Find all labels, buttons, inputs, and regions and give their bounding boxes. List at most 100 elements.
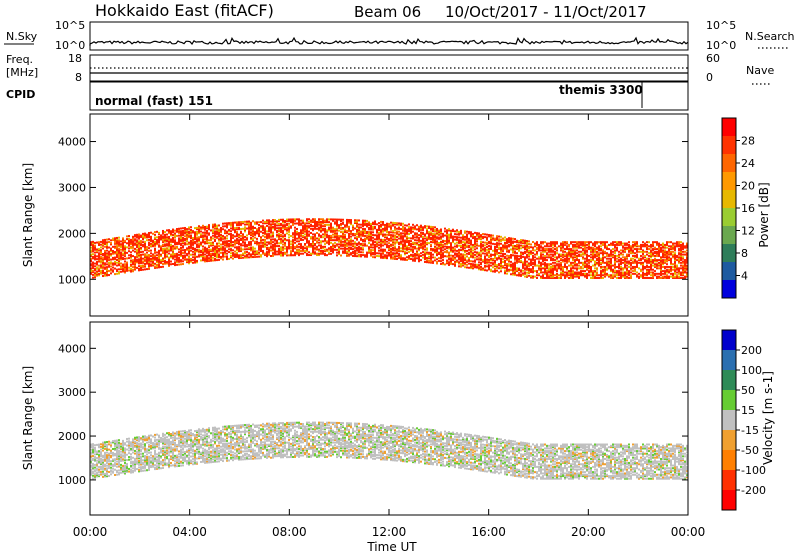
power-echo bbox=[244, 255, 246, 258]
power-echo bbox=[368, 246, 370, 249]
power-echo bbox=[574, 263, 576, 266]
power-echo bbox=[424, 241, 426, 244]
power-echo bbox=[630, 261, 632, 264]
power-echo bbox=[436, 248, 438, 251]
power-echo bbox=[362, 221, 364, 224]
power-echo bbox=[396, 230, 398, 233]
power-echo bbox=[102, 262, 104, 265]
power-echo bbox=[534, 260, 536, 263]
power-echo bbox=[318, 218, 320, 221]
power-echo bbox=[336, 244, 338, 247]
power-echo bbox=[158, 259, 160, 262]
power-echo bbox=[348, 228, 350, 231]
power-echo bbox=[332, 236, 334, 239]
power-echo bbox=[322, 221, 324, 224]
power-echo bbox=[432, 230, 434, 233]
power-echo bbox=[570, 275, 572, 278]
power-echo bbox=[250, 256, 252, 259]
power-echo bbox=[460, 242, 462, 245]
power-echo bbox=[388, 233, 390, 236]
power-echo bbox=[548, 270, 550, 273]
power-echo bbox=[266, 222, 268, 225]
power-echo bbox=[338, 224, 340, 227]
power-echo bbox=[634, 267, 636, 270]
power-echo bbox=[514, 238, 516, 241]
power-echo bbox=[568, 272, 570, 275]
power-echo bbox=[104, 263, 106, 266]
power-echo bbox=[592, 254, 594, 257]
power-echo bbox=[426, 236, 428, 239]
power-echo bbox=[408, 239, 410, 242]
power-echo bbox=[294, 237, 296, 240]
power-echo bbox=[276, 224, 278, 227]
power-echo bbox=[394, 226, 396, 229]
power-echo bbox=[236, 240, 238, 243]
power-echo bbox=[192, 250, 194, 253]
power-echo bbox=[544, 254, 546, 257]
power-echo bbox=[532, 246, 534, 249]
power-echo bbox=[102, 265, 104, 268]
power-echo bbox=[242, 234, 244, 237]
power-echo bbox=[416, 257, 418, 260]
power-echo bbox=[148, 249, 150, 252]
power-echo bbox=[344, 229, 346, 232]
power-echo bbox=[282, 249, 284, 252]
power-echo bbox=[164, 253, 166, 256]
freq-tick-top: 18 bbox=[68, 52, 82, 65]
power-echo bbox=[94, 258, 96, 261]
power-echo bbox=[450, 229, 452, 232]
power-echo bbox=[342, 233, 344, 236]
power-echo bbox=[586, 250, 588, 253]
power-echo bbox=[312, 241, 314, 244]
power-echo bbox=[356, 255, 358, 258]
power-echo bbox=[552, 253, 554, 256]
power-echo bbox=[518, 244, 520, 247]
power-echo bbox=[144, 236, 146, 239]
power-echo bbox=[214, 255, 216, 258]
power-echo bbox=[382, 256, 384, 259]
power-echo bbox=[494, 243, 496, 246]
power-echo bbox=[650, 271, 652, 274]
power-echo bbox=[480, 236, 482, 239]
power-echo bbox=[556, 276, 558, 279]
power-echo bbox=[156, 259, 158, 262]
power-echo bbox=[104, 262, 106, 265]
power-echo bbox=[270, 227, 272, 230]
power-echo bbox=[296, 252, 298, 255]
power-echo bbox=[520, 259, 522, 262]
power-echo bbox=[276, 220, 278, 223]
power-echo bbox=[458, 240, 460, 243]
power-echo bbox=[360, 231, 362, 234]
power-echo bbox=[468, 252, 470, 255]
power-echo bbox=[386, 229, 388, 232]
power-echo bbox=[534, 264, 536, 267]
power-echo bbox=[188, 251, 190, 254]
power-echo bbox=[314, 226, 316, 229]
power-echo bbox=[196, 244, 198, 247]
power-echo bbox=[320, 218, 322, 221]
power-echo bbox=[532, 256, 534, 259]
power-echo bbox=[450, 260, 452, 263]
power-echo bbox=[592, 257, 594, 260]
power-echo bbox=[628, 271, 630, 274]
power-echo bbox=[380, 253, 382, 256]
power-echo bbox=[610, 276, 612, 279]
power-echo bbox=[474, 266, 476, 269]
power-echo bbox=[606, 257, 608, 260]
power-echo bbox=[576, 259, 578, 262]
power-echo bbox=[600, 259, 602, 262]
power-echo bbox=[642, 243, 644, 246]
power-echo bbox=[480, 268, 482, 271]
power-echo bbox=[634, 272, 636, 275]
power-echo bbox=[348, 242, 350, 245]
power-echo bbox=[646, 260, 648, 263]
power-echo bbox=[518, 248, 520, 251]
power-echo bbox=[398, 233, 400, 236]
power-echo bbox=[94, 276, 96, 279]
power-echo bbox=[488, 240, 490, 243]
power-echo bbox=[168, 240, 170, 243]
power-echo bbox=[108, 265, 110, 268]
power-echo bbox=[380, 249, 382, 252]
power-echo bbox=[292, 223, 294, 226]
power-echo bbox=[236, 255, 238, 258]
